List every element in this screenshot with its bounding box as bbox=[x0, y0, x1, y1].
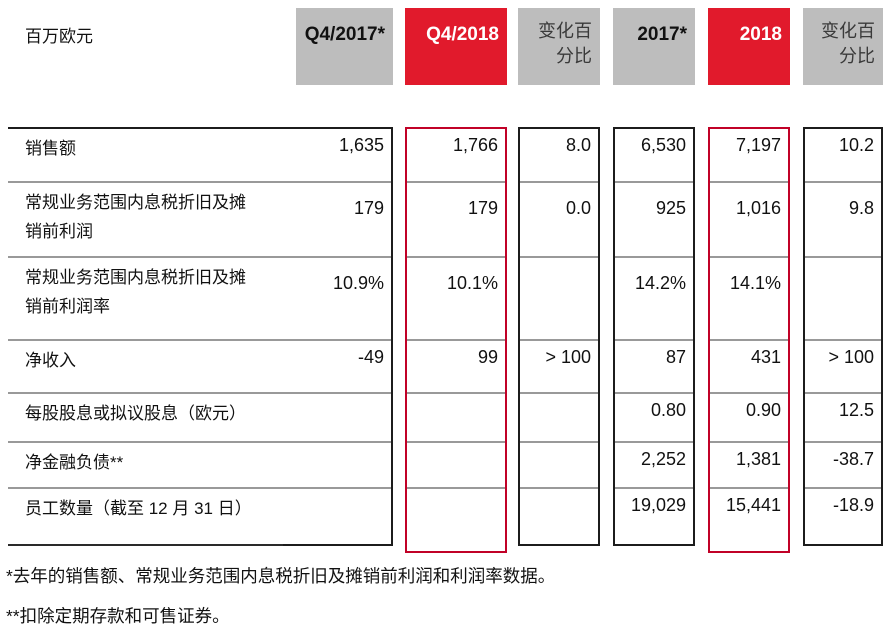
row-label-employees: 员工数量（截至 12 月 31 日） bbox=[25, 499, 252, 518]
column-2018-values-highlighted: 7,197 1,016 14.1% 431 0.90 1,381 15,441 bbox=[708, 127, 790, 553]
cell-sales-q4-2017: 1,635 bbox=[283, 129, 391, 183]
cell-net-financial-debt-2017: 2,252 bbox=[615, 443, 693, 489]
cell-net-income-change-q: > 100 bbox=[520, 341, 598, 394]
cell-ebitda-2018: 1,016 bbox=[710, 183, 788, 258]
cell-employees-2017: 19,029 bbox=[630, 495, 686, 515]
cell-net-financial-debt-change-q bbox=[520, 443, 598, 489]
cell-net-financial-debt-change-y: -38.7 bbox=[805, 443, 881, 489]
cell-ebitda-margin-change-q bbox=[520, 258, 598, 341]
cell-dividend-change-y: 12.5 bbox=[805, 394, 881, 443]
cell-dividend-q4-2018 bbox=[407, 394, 505, 443]
row-label-net-income: 净收入 bbox=[8, 341, 283, 394]
cell-dividend-2017: 0.80 bbox=[615, 394, 693, 443]
col-header-change-pct-quarter: 变化百 分比 bbox=[518, 8, 600, 85]
cell-employees-q4-2018 bbox=[407, 489, 505, 544]
col-header-change-pct-year: 变化百 分比 bbox=[803, 8, 883, 85]
cell-ebitda-change-y: 9.8 bbox=[805, 183, 881, 258]
column-change-pct-year-values: 10.2 9.8 > 100 12.5 -38.7 -18.9 bbox=[803, 127, 883, 546]
col-header-2018: 2018 bbox=[708, 8, 790, 85]
cell-ebitda-margin-q4-2017: 10.9% bbox=[283, 258, 391, 341]
cell-sales-2017: 6,530 bbox=[615, 129, 693, 183]
unit-label-slot: 百万欧元 bbox=[8, 8, 283, 47]
unit-label: 百万欧元 bbox=[25, 27, 93, 46]
column-row-labels: 销售额 常规业务范围内息税折旧及摊销前利润 常规业务范围内息税折旧及摊销前利润率… bbox=[8, 127, 283, 546]
cell-net-income-change-y: > 100 bbox=[805, 341, 881, 394]
cell-ebitda-margin-2018: 14.1% bbox=[710, 258, 788, 341]
cell-ebitda-margin-change-y bbox=[805, 258, 881, 341]
cell-dividend-change-q bbox=[520, 394, 598, 443]
cell-net-financial-debt-2018: 1,381 bbox=[710, 443, 788, 489]
cell-net-income-q4-2017: -49 bbox=[283, 341, 391, 394]
cell-net-income-2017: 87 bbox=[615, 341, 693, 394]
cell-ebitda-2017: 925 bbox=[615, 183, 693, 258]
cell-sales-q4-2018: 1,766 bbox=[407, 129, 505, 183]
column-q4-2018-values-highlighted: 1,766 179 10.1% 99 bbox=[405, 127, 507, 553]
column-change-pct-quarter-values: 8.0 0.0 > 100 bbox=[518, 127, 600, 546]
col-header-2017: 2017* bbox=[613, 8, 695, 85]
table-body: 销售额 常规业务范围内息税折旧及摊销前利润 常规业务范围内息税折旧及摊销前利润率… bbox=[8, 127, 893, 553]
cell-dividend-q4-2017 bbox=[283, 394, 391, 443]
column-2017-values: 6,530 925 14.2% 87 0.80 2,252 19,029 bbox=[613, 127, 695, 546]
footnote-restated-prior-year: *去年的销售额、常规业务范围内息税折旧及摊销前利润和利润率数据。 bbox=[6, 566, 556, 586]
row-label-dividend: 每股股息或拟议股息（欧元） bbox=[8, 394, 283, 443]
row-label-ebitda: 常规业务范围内息税折旧及摊销前利润 bbox=[8, 183, 283, 258]
column-q4-2017-values: 1,635 179 10.9% -49 bbox=[283, 127, 393, 546]
cell-employees-change-y: -18.9 bbox=[832, 495, 874, 515]
cell-sales-2018: 7,197 bbox=[710, 129, 788, 183]
cell-employees-2018: 15,441 bbox=[725, 495, 781, 515]
cell-ebitda-change-q: 0.0 bbox=[520, 183, 598, 258]
table-header-row: 百万欧元 Q4/2017* Q4/2018 变化百 分比 2017* 2018 … bbox=[8, 8, 893, 85]
cell-sales-change-y: 10.2 bbox=[805, 129, 881, 183]
row-label-ebitda-margin: 常规业务范围内息税折旧及摊销前利润率 bbox=[8, 258, 283, 341]
cell-net-income-2018: 431 bbox=[710, 341, 788, 394]
cell-dividend-2018: 0.90 bbox=[710, 394, 788, 443]
financial-results-table-page: 百万欧元 Q4/2017* Q4/2018 变化百 分比 2017* 2018 … bbox=[0, 8, 893, 634]
cell-employees-q4-2017 bbox=[283, 489, 391, 544]
row-label-sales: 销售额 bbox=[8, 129, 283, 183]
cell-net-financial-debt-q4-2017 bbox=[283, 443, 391, 489]
col-header-q4-2017: Q4/2017* bbox=[296, 8, 393, 85]
cell-ebitda-margin-q4-2018: 10.1% bbox=[407, 258, 505, 341]
cell-ebitda-q4-2018: 179 bbox=[407, 183, 505, 258]
cell-net-financial-debt-q4-2018 bbox=[407, 443, 505, 489]
footnotes: *去年的销售额、常规业务范围内息税折旧及摊销前利润和利润率数据。 **扣除定期存… bbox=[6, 565, 893, 627]
footnote-net-of-deposits: **扣除定期存款和可售证券。 bbox=[6, 606, 230, 626]
cell-employees-change-q bbox=[520, 489, 598, 544]
cell-sales-change-q: 8.0 bbox=[520, 129, 598, 183]
col-header-q4-2018: Q4/2018 bbox=[405, 8, 507, 85]
cell-ebitda-q4-2017: 179 bbox=[283, 183, 391, 258]
cell-ebitda-margin-2017: 14.2% bbox=[615, 258, 693, 341]
cell-net-income-q4-2018: 99 bbox=[407, 341, 505, 394]
row-label-net-financial-debt: 净金融负债** bbox=[8, 443, 283, 489]
